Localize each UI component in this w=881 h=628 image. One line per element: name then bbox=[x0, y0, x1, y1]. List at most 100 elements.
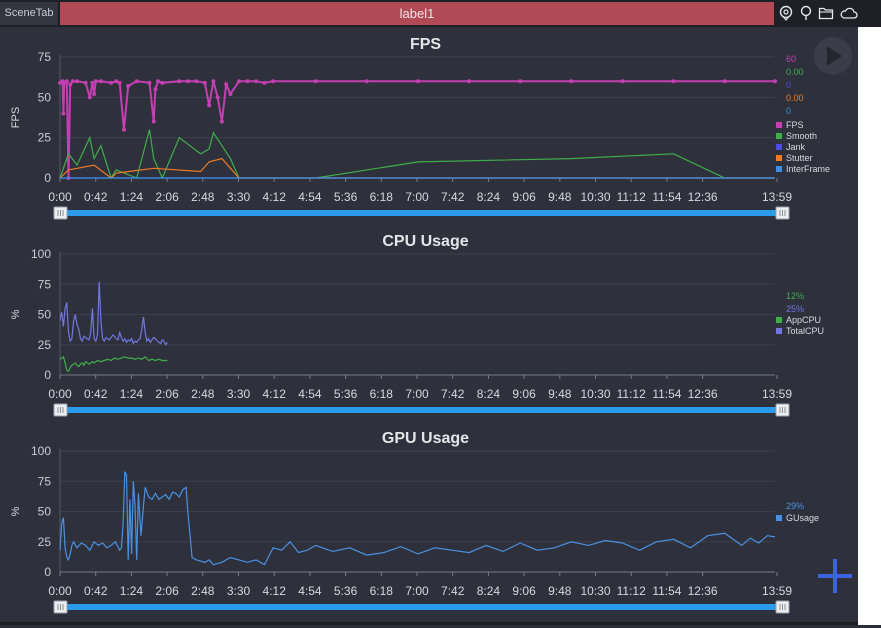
location-pin-icon[interactable] bbox=[778, 5, 794, 21]
legend-label[interactable]: AppCPU bbox=[786, 315, 821, 325]
x-tick-label: 0:42 bbox=[84, 190, 108, 204]
play-button[interactable] bbox=[814, 37, 852, 75]
fps-point bbox=[271, 79, 276, 84]
x-tick-label: 12:36 bbox=[688, 190, 718, 204]
chart-cpu-usage: CPU Usage% 0 25 50 75 100 0:00 0:42 1:24 2:06 2:48… bbox=[10, 233, 824, 417]
tab-label1[interactable]: label1 bbox=[60, 2, 774, 25]
chart-title: CPU Usage bbox=[382, 233, 468, 250]
x-tick-label: 0:42 bbox=[84, 387, 108, 401]
chart-fps: FPS FPS 0 25 50 75 0:00 0:42 1:24 2:06 2:48 3:30 4:1… bbox=[10, 36, 830, 220]
fps-point bbox=[156, 79, 161, 84]
x-tick-label: 8:24 bbox=[477, 584, 501, 598]
y-tick-label: 75 bbox=[38, 474, 52, 488]
x-tick-label: 0:00 bbox=[48, 387, 72, 401]
top-bar: SceneTab label1 bbox=[0, 0, 881, 27]
x-tick-label: 12:36 bbox=[688, 584, 718, 598]
x-tick-label: 9:48 bbox=[548, 190, 572, 204]
fps-point bbox=[773, 79, 777, 84]
fps-point bbox=[93, 79, 98, 84]
fps-point bbox=[228, 92, 233, 97]
range-slider-right-handle[interactable] bbox=[775, 600, 790, 614]
x-tick-label: 2:48 bbox=[191, 584, 215, 598]
legend-label[interactable]: Smooth bbox=[786, 131, 817, 141]
y-tick-label: 25 bbox=[38, 338, 52, 352]
plus-icon bbox=[833, 559, 837, 593]
legend-label[interactable]: InterFrame bbox=[786, 164, 830, 174]
cloud-icon[interactable] bbox=[840, 5, 858, 21]
x-tick-label: 13:59 bbox=[762, 387, 792, 401]
x-tick-label: 2:06 bbox=[155, 190, 179, 204]
range-slider-track[interactable] bbox=[60, 604, 787, 610]
fps-point bbox=[202, 80, 207, 85]
fps-point bbox=[569, 79, 574, 84]
range-slider-left-handle[interactable] bbox=[53, 600, 68, 614]
x-tick-label: 3:30 bbox=[227, 387, 251, 401]
legend-swatch bbox=[776, 317, 782, 323]
series-line-fps bbox=[59, 79, 775, 179]
x-tick-label: 7:00 bbox=[405, 387, 429, 401]
fps-point bbox=[518, 79, 523, 84]
fps-point bbox=[134, 79, 139, 84]
x-tick-label: 4:54 bbox=[298, 387, 322, 401]
y-axis-label: FPS bbox=[10, 107, 22, 128]
series-line-totalcpu bbox=[59, 281, 168, 347]
legend-label[interactable]: GUsage bbox=[786, 513, 819, 523]
legend-label[interactable]: Jank bbox=[786, 142, 806, 152]
tab-scenetab[interactable]: SceneTab bbox=[0, 2, 59, 25]
x-tick-label: 0:42 bbox=[84, 584, 108, 598]
fps-point bbox=[109, 80, 114, 85]
fps-point bbox=[160, 80, 165, 85]
x-tick-label: 9:48 bbox=[548, 584, 572, 598]
legend-label[interactable]: Stutter bbox=[786, 153, 813, 163]
fps-point bbox=[121, 127, 126, 132]
add-button[interactable] bbox=[818, 559, 852, 593]
folder-icon[interactable] bbox=[818, 5, 834, 21]
range-slider-right-handle[interactable] bbox=[775, 403, 790, 417]
range-slider-track[interactable] bbox=[60, 407, 787, 413]
fps-point bbox=[415, 79, 420, 84]
x-tick-label: 11:54 bbox=[652, 190, 681, 204]
fps-point bbox=[147, 80, 152, 85]
range-slider-left-handle[interactable] bbox=[53, 206, 68, 220]
fps-point bbox=[236, 79, 241, 84]
fps-point bbox=[98, 79, 103, 84]
x-tick-label: 4:12 bbox=[263, 387, 287, 401]
range-slider-left-handle[interactable] bbox=[53, 403, 68, 417]
x-tick-label: 4:54 bbox=[298, 190, 322, 204]
legend-swatch bbox=[776, 133, 782, 139]
x-tick-label: 5:36 bbox=[334, 387, 358, 401]
fps-point bbox=[207, 103, 212, 108]
legend-swatch bbox=[776, 515, 782, 521]
range-slider-track[interactable] bbox=[60, 210, 787, 216]
x-tick-label: 5:36 bbox=[334, 584, 358, 598]
series-line-appcpu bbox=[59, 355, 168, 373]
x-tick-label: 2:06 bbox=[155, 387, 179, 401]
x-tick-label: 7:00 bbox=[405, 190, 429, 204]
legend-current-value: 0 bbox=[786, 80, 791, 90]
fps-point bbox=[151, 119, 156, 124]
fps-point bbox=[126, 84, 131, 89]
legend-swatch bbox=[776, 122, 782, 128]
x-tick-label: 9:06 bbox=[512, 190, 536, 204]
legend-swatch bbox=[776, 144, 782, 150]
range-slider-right-handle[interactable] bbox=[775, 206, 790, 220]
series-line-stutter bbox=[59, 157, 775, 179]
fps-point bbox=[90, 80, 95, 85]
series-line-gusage bbox=[59, 471, 776, 566]
x-tick-label: 13:59 bbox=[762, 584, 792, 598]
legend-label[interactable]: FPS bbox=[786, 120, 804, 130]
x-tick-label: 9:06 bbox=[512, 387, 536, 401]
charts-panel: FPS FPS 0 25 50 75 0:00 0:42 1:24 2:06 2:48 3:30 4:1… bbox=[0, 27, 858, 623]
x-tick-label: 1:24 bbox=[120, 190, 144, 204]
legend-swatch bbox=[776, 166, 782, 172]
y-tick-label: 100 bbox=[31, 444, 51, 458]
map-marker-icon[interactable] bbox=[798, 5, 814, 21]
legend-label[interactable]: TotalCPU bbox=[786, 326, 824, 336]
x-tick-label: 0:00 bbox=[48, 190, 72, 204]
fps-point bbox=[87, 95, 92, 100]
fps-point bbox=[153, 87, 158, 92]
x-tick-label: 4:12 bbox=[263, 584, 287, 598]
fps-point bbox=[70, 79, 75, 84]
legend-current-value: 12% bbox=[786, 291, 804, 301]
x-tick-label: 0:00 bbox=[48, 584, 72, 598]
